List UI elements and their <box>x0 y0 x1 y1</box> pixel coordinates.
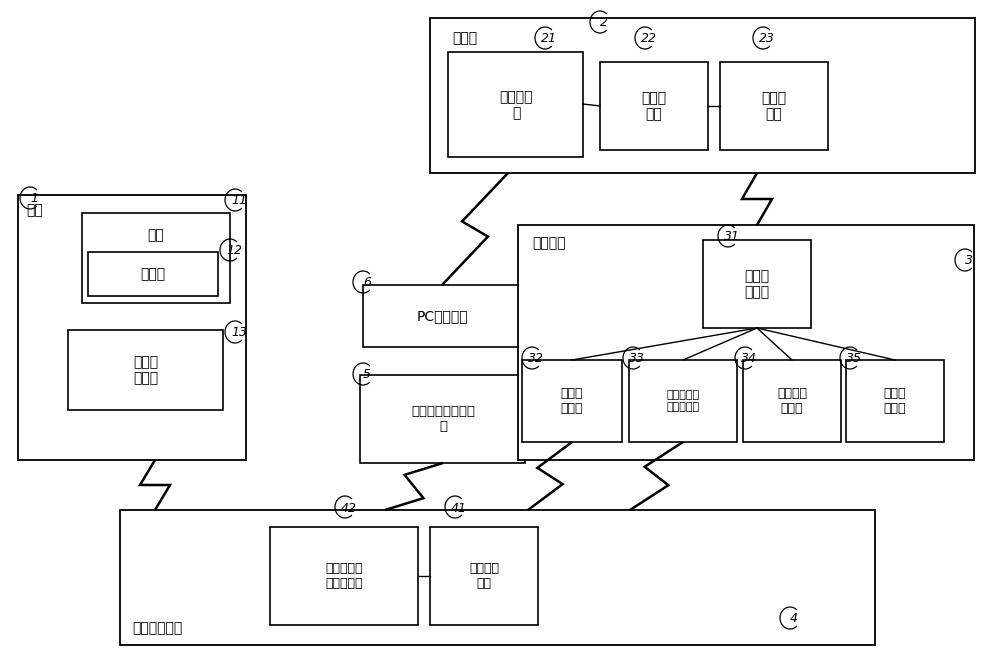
Bar <box>846 360 944 442</box>
Text: 31: 31 <box>724 231 740 243</box>
Text: 42: 42 <box>341 501 357 515</box>
Text: PC端计算机: PC端计算机 <box>416 309 468 323</box>
Text: 32: 32 <box>528 352 544 366</box>
Text: 33: 33 <box>629 352 645 366</box>
Text: 射频识
别标签: 射频识 别标签 <box>133 355 159 385</box>
Bar <box>120 510 875 645</box>
Text: 服务器: 服务器 <box>452 31 477 45</box>
Text: 身份验
证模块: 身份验 证模块 <box>561 387 583 415</box>
Text: 第二通讯
模块: 第二通讯 模块 <box>469 562 499 590</box>
Text: 第一通
讯模块: 第一通 讯模块 <box>744 269 770 299</box>
Bar <box>18 195 246 460</box>
Text: 条形码扫
描模块: 条形码扫 描模块 <box>777 387 807 415</box>
Text: 3: 3 <box>965 255 973 267</box>
Text: 网点服
务器: 网点服 务器 <box>761 91 787 121</box>
Text: 6: 6 <box>363 277 371 289</box>
Text: 批量识别设备: 批量识别设备 <box>132 621 182 635</box>
Text: 移动终端: 移动终端 <box>532 236 566 250</box>
Bar <box>518 225 974 460</box>
Bar <box>430 18 975 173</box>
Text: 第一射频标
签识别模块: 第一射频标 签识别模块 <box>666 390 700 412</box>
Bar <box>703 240 811 328</box>
Text: 21: 21 <box>541 33 557 45</box>
Text: 后台服
务器: 后台服 务器 <box>641 91 667 121</box>
Text: 金库服务
器: 金库服务 器 <box>499 90 533 120</box>
Bar <box>743 360 841 442</box>
Text: 1: 1 <box>30 192 38 205</box>
Bar <box>270 527 418 625</box>
Text: 条形码: 条形码 <box>140 267 166 281</box>
Bar <box>522 360 622 442</box>
Text: 第二射频标
签识别模块: 第二射频标 签识别模块 <box>325 562 363 590</box>
Bar <box>360 375 525 463</box>
Text: 11: 11 <box>231 194 247 207</box>
Text: 2: 2 <box>600 17 608 29</box>
Bar <box>68 330 223 410</box>
Text: 35: 35 <box>846 352 862 366</box>
Bar <box>448 52 583 157</box>
Text: 实物流
转模块: 实物流 转模块 <box>884 387 906 415</box>
Bar <box>629 360 737 442</box>
Text: 款筱: 款筱 <box>26 203 43 217</box>
Bar <box>88 252 218 296</box>
Text: 5: 5 <box>363 368 371 382</box>
Text: 13: 13 <box>231 327 247 340</box>
Text: 41: 41 <box>451 501 467 515</box>
Text: 4: 4 <box>790 612 798 626</box>
Text: 34: 34 <box>741 352 757 366</box>
Bar <box>363 285 521 347</box>
Text: 22: 22 <box>641 33 657 45</box>
Text: 封片: 封片 <box>148 228 164 242</box>
Bar <box>720 62 828 150</box>
Text: 12: 12 <box>226 245 242 257</box>
Text: 批量识别网络适配
器: 批量识别网络适配 器 <box>411 405 475 433</box>
Text: 23: 23 <box>759 33 775 45</box>
Bar <box>430 527 538 625</box>
Bar <box>600 62 708 150</box>
Bar <box>82 213 230 303</box>
